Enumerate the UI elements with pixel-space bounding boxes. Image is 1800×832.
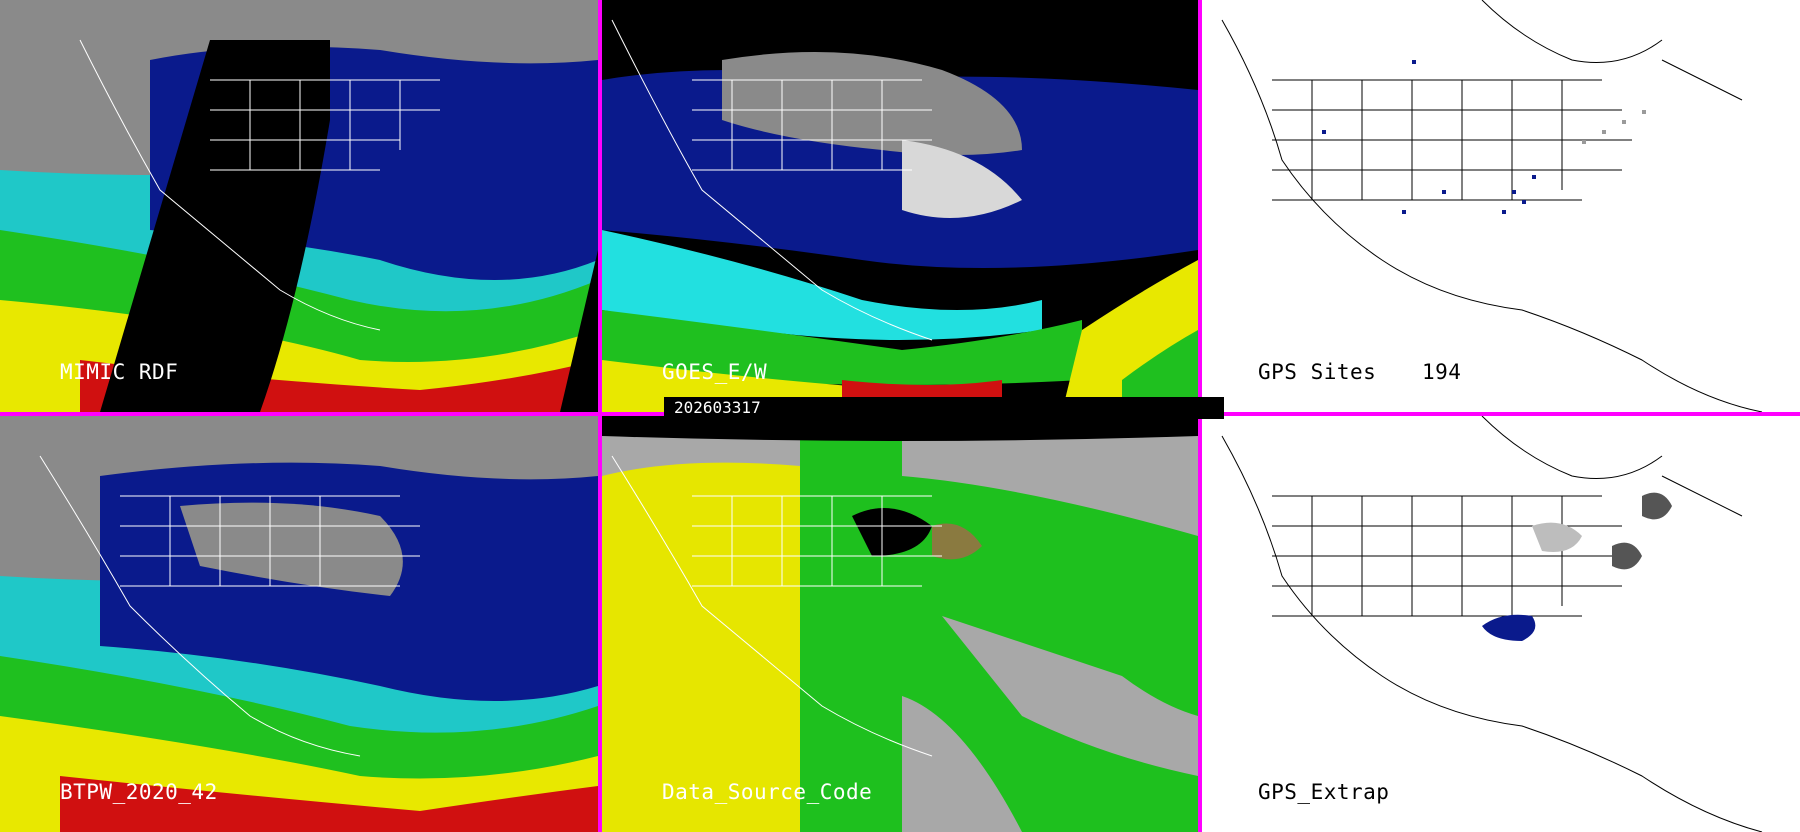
panel-label: GOES_E/W [662, 360, 768, 384]
panel-gps-extrap: GPS_Extrap [1202, 416, 1800, 832]
gps-extrap-map [1202, 416, 1800, 832]
gps-sites-map [1202, 0, 1800, 412]
btpw-map [0, 416, 598, 832]
panel-label: Data_Source_Code [662, 780, 873, 804]
mimic-rdf-map [0, 0, 598, 412]
panel-label: BTPW_2020_42 [60, 780, 218, 804]
gps-site-markers [1322, 60, 1646, 214]
goes-ew-map [602, 0, 1198, 412]
panel-label: MIMIC RDF [60, 360, 179, 384]
panel-label: GPS_Extrap [1258, 780, 1390, 804]
gps-site-count: 194 [1422, 360, 1462, 384]
data-source-code-map [602, 416, 1198, 832]
timestamp-bar: 202603317 [664, 397, 1224, 419]
panel-data-source-code: Data_Source_Code [602, 416, 1198, 832]
panel-label: GPS Sites [1258, 360, 1377, 384]
panel-mimic-rdf: MIMIC RDF [0, 0, 598, 412]
panel-goes-ew: GOES_E/W [602, 0, 1198, 412]
panel-btpw: BTPW_2020_42 [0, 416, 598, 832]
panel-gps-sites: GPS Sites 194 [1202, 0, 1800, 412]
